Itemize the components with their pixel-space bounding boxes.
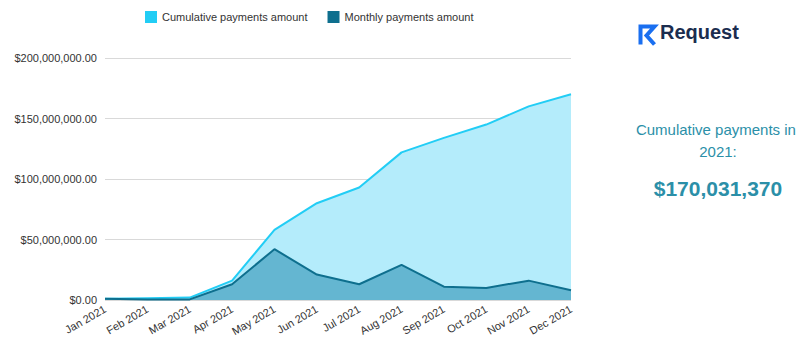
svg-text:Jan 2021: Jan 2021 <box>63 303 108 336</box>
svg-text:Cumulative payments amount: Cumulative payments amount <box>162 11 308 23</box>
svg-text:Feb 2021: Feb 2021 <box>104 303 150 337</box>
svg-text:Monthly payments amount: Monthly payments amount <box>345 11 474 23</box>
svg-text:Jun 2021: Jun 2021 <box>275 303 320 336</box>
svg-text:$0.00: $0.00 <box>69 294 97 306</box>
svg-text:$150,000,000.00: $150,000,000.00 <box>14 113 97 125</box>
svg-text:Sep 2021: Sep 2021 <box>400 303 447 337</box>
svg-text:$100,000,000.00: $100,000,000.00 <box>14 173 97 185</box>
svg-text:Dec 2021: Dec 2021 <box>527 303 574 337</box>
svg-text:May 2021: May 2021 <box>230 303 278 338</box>
svg-text:Mar 2021: Mar 2021 <box>147 303 193 337</box>
svg-text:Cumulative payments in: Cumulative payments in <box>636 121 800 138</box>
svg-text:Nov 2021: Nov 2021 <box>485 303 532 337</box>
svg-text:2021:: 2021: <box>699 143 737 160</box>
svg-text:$50,000,000.00: $50,000,000.00 <box>21 234 97 246</box>
svg-text:$200,000,000.00: $200,000,000.00 <box>14 52 97 64</box>
svg-text:Aug 2021: Aug 2021 <box>358 303 405 337</box>
svg-text:Request: Request <box>660 21 739 43</box>
svg-text:Jul 2021: Jul 2021 <box>320 303 362 334</box>
svg-text:Oct 2021: Oct 2021 <box>445 303 490 336</box>
svg-text:$170,031,370: $170,031,370 <box>654 177 782 200</box>
svg-text:Apr 2021: Apr 2021 <box>190 303 235 336</box>
